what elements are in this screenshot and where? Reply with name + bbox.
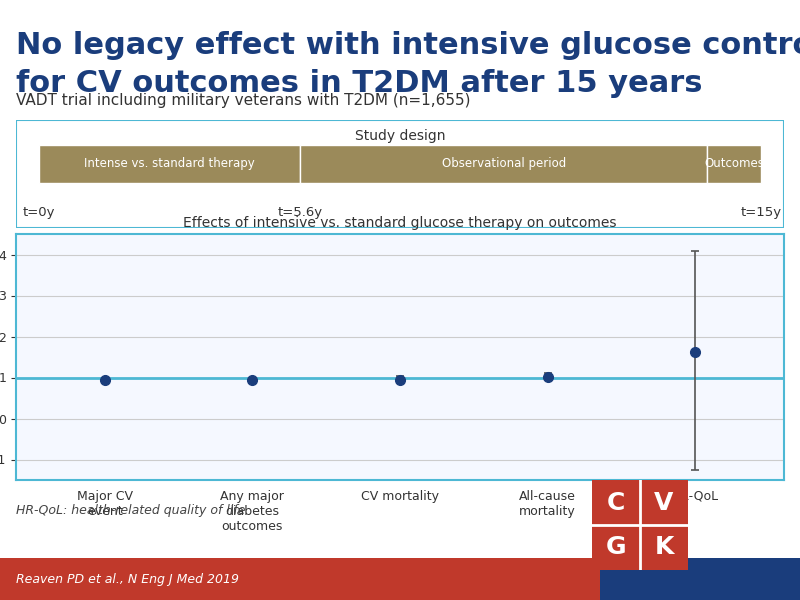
Text: No legacy effect with intensive glucose control: No legacy effect with intensive glucose … bbox=[16, 31, 800, 61]
Text: G: G bbox=[606, 535, 626, 559]
Text: VADT trial including military veterans with T2DM (n=1,655): VADT trial including military veterans w… bbox=[16, 93, 470, 108]
Bar bbox=[39, 145, 300, 182]
Text: C: C bbox=[607, 491, 625, 514]
Text: K: K bbox=[654, 535, 674, 559]
Text: t=5.6y: t=5.6y bbox=[278, 206, 322, 220]
Bar bbox=[300, 145, 707, 182]
Text: Study design: Study design bbox=[354, 128, 446, 143]
Text: Reaven PD et al., N Eng J Med 2019: Reaven PD et al., N Eng J Med 2019 bbox=[16, 572, 239, 586]
Text: Intense vs. standard therapy: Intense vs. standard therapy bbox=[84, 157, 255, 170]
Text: Outcomes: Outcomes bbox=[704, 157, 764, 170]
Text: for CV outcomes in T2DM after 15 years: for CV outcomes in T2DM after 15 years bbox=[16, 69, 702, 98]
Bar bbox=[707, 145, 761, 182]
Text: t=15y: t=15y bbox=[740, 206, 782, 220]
FancyBboxPatch shape bbox=[587, 475, 693, 575]
Bar bbox=[600, 558, 800, 600]
FancyBboxPatch shape bbox=[16, 120, 784, 228]
Text: V: V bbox=[654, 491, 674, 514]
Text: HR-QoL: health-related quality of life: HR-QoL: health-related quality of life bbox=[16, 504, 246, 517]
Text: Observational period: Observational period bbox=[442, 157, 566, 170]
Bar bbox=[0, 558, 600, 600]
Title: Effects of intensive vs. standard glucose therapy on outcomes: Effects of intensive vs. standard glucos… bbox=[183, 216, 617, 230]
Text: t=0y: t=0y bbox=[22, 206, 55, 220]
